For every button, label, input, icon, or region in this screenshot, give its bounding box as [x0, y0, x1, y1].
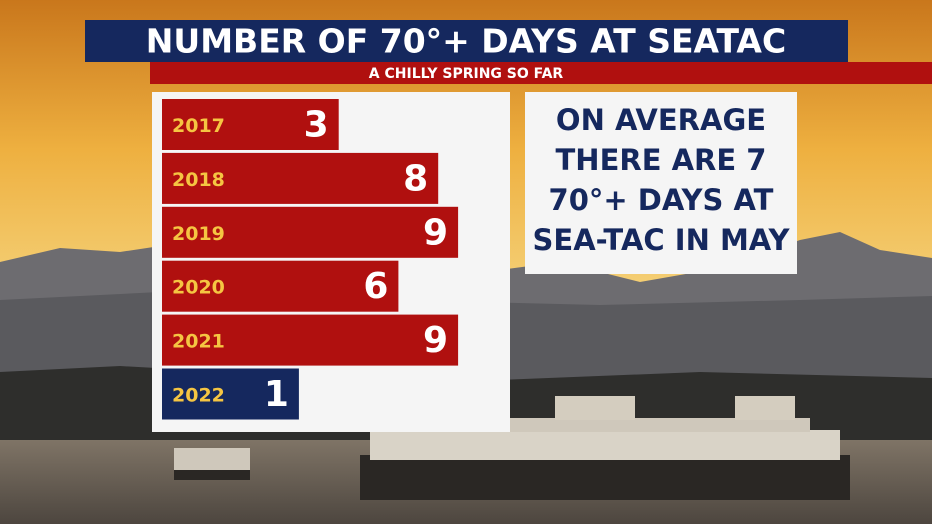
value-label: 9 — [423, 212, 448, 253]
category-label: 2017 — [172, 115, 225, 137]
bar — [162, 260, 399, 312]
value-label: 3 — [304, 105, 329, 146]
bar — [162, 152, 439, 204]
value-label: 1 — [264, 374, 289, 415]
subtitle: A CHILLY SPRING SO FAR — [369, 66, 564, 82]
value-label: 9 — [423, 320, 448, 361]
bar — [162, 99, 339, 150]
subtitle-banner — [150, 62, 932, 84]
bars: 2017 3 2018 8 2019 9 2020 6 2021 9 2022 1 — [162, 99, 459, 420]
ferry — [174, 448, 250, 480]
category-label: 2022 — [172, 385, 225, 407]
bar — [162, 206, 459, 258]
bar — [162, 368, 299, 420]
annotation-line: THERE ARE 7 — [556, 143, 767, 177]
annotation-panel — [525, 92, 797, 274]
annotation-line: SEA-TAC IN MAY — [533, 223, 791, 257]
value-label: 8 — [403, 158, 428, 199]
bar — [162, 314, 459, 366]
annotation-line: 70°+ DAYS AT — [549, 183, 774, 217]
category-label: 2019 — [172, 223, 225, 245]
chart-title: NUMBER OF 70°+ DAYS AT SEATAC — [146, 22, 786, 61]
category-label: 2021 — [172, 331, 225, 353]
category-label: 2020 — [172, 277, 225, 299]
value-label: 6 — [363, 266, 388, 307]
title-banner — [85, 20, 848, 62]
annotation: ON AVERAGE THERE ARE 7 70°+ DAYS AT SEA-TAC… — [533, 103, 791, 257]
annotation-line: ON AVERAGE — [556, 103, 766, 137]
category-label: 2018 — [172, 169, 225, 191]
